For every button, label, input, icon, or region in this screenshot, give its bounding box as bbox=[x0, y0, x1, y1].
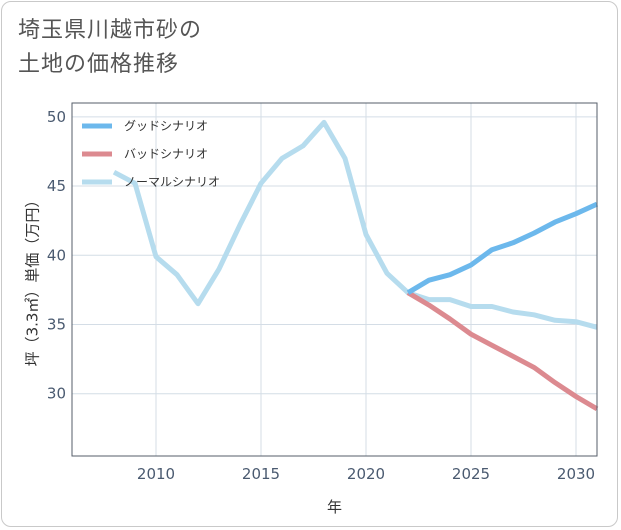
y-tick-label: 35 bbox=[47, 315, 66, 333]
chart-title-line-2: 土地の価格推移 bbox=[18, 52, 180, 77]
x-tick-label: 2015 bbox=[242, 465, 280, 483]
y-tick-label: 40 bbox=[47, 246, 66, 264]
x-tick-label: 2030 bbox=[557, 465, 595, 483]
x-tick-label: 2020 bbox=[347, 465, 385, 483]
grid-lines bbox=[72, 103, 597, 456]
chart-title: 埼玉県川越市砂の 土地の価格推移 bbox=[18, 14, 202, 82]
x-axis-ticks: 2010 2015 2020 2025 2030 bbox=[137, 465, 595, 483]
legend-label: ノーマルシナリオ bbox=[124, 175, 220, 189]
y-tick-label: 50 bbox=[47, 108, 66, 126]
x-tick-label: 2025 bbox=[452, 465, 490, 483]
y-axis-title: 坪（3.3㎡）単価（万円） bbox=[24, 193, 42, 367]
series-lines bbox=[112, 119, 599, 412]
legend-item-good[interactable]: グッドシナリオ bbox=[82, 119, 208, 133]
x-axis-title: 年 bbox=[327, 498, 342, 516]
series-line-bad bbox=[406, 290, 599, 412]
series-line-good bbox=[406, 201, 599, 295]
y-axis-ticks: 30 35 40 45 50 bbox=[47, 108, 66, 403]
legend-label: グッドシナリオ bbox=[124, 119, 208, 133]
series-line-normal bbox=[112, 119, 598, 330]
chart-title-line-1: 埼玉県川越市砂の bbox=[18, 18, 203, 43]
y-tick-label: 30 bbox=[47, 385, 66, 403]
x-tick-label: 2010 bbox=[137, 465, 175, 483]
legend-item-bad[interactable]: バッドシナリオ bbox=[82, 147, 208, 161]
y-tick-label: 45 bbox=[47, 177, 66, 195]
legend-item-normal[interactable]: ノーマルシナリオ bbox=[82, 175, 220, 189]
legend-label: バッドシナリオ bbox=[124, 147, 208, 161]
plot-area-border bbox=[71, 102, 598, 457]
